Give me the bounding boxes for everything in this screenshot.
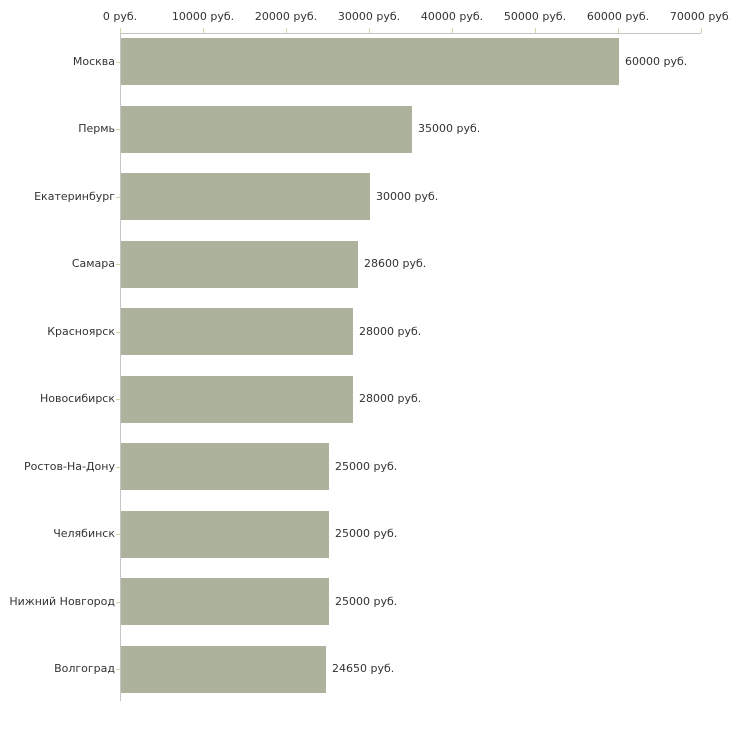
y-axis-tick: [116, 197, 120, 198]
bar: [121, 173, 370, 220]
category-label: Новосибирск: [39, 392, 115, 405]
x-axis-tick-label: 70000 руб.: [669, 10, 730, 23]
x-axis-tick: [452, 28, 453, 33]
x-axis-tick-label: 60000 руб.: [586, 10, 650, 23]
bar: [121, 308, 353, 355]
category-label: Екатеринбург: [34, 190, 115, 203]
y-axis-tick: [116, 399, 120, 400]
x-axis-tick: [618, 28, 619, 33]
x-axis-line: [120, 33, 701, 34]
y-axis-tick: [116, 62, 120, 63]
y-axis-tick: [116, 534, 120, 535]
value-label: 60000 руб.: [625, 55, 688, 68]
x-axis-tick-label: 10000 руб.: [171, 10, 235, 23]
y-axis-tick: [116, 129, 120, 130]
value-label: 28600 руб.: [364, 257, 427, 270]
bar: [121, 376, 353, 423]
category-label: Челябинск: [53, 527, 115, 540]
category-label: Самара: [71, 257, 115, 270]
y-axis-tick: [116, 467, 120, 468]
x-axis-tick: [701, 28, 702, 33]
value-label: 25000 руб.: [335, 527, 398, 540]
x-axis-tick-label: 20000 руб.: [254, 10, 318, 23]
x-axis-tick-label: 50000 руб.: [503, 10, 567, 23]
y-axis-tick: [116, 264, 120, 265]
value-label: 28000 руб.: [359, 325, 422, 338]
category-label: Пермь: [78, 122, 115, 135]
y-axis-line: [120, 33, 121, 701]
value-label: 35000 руб.: [418, 122, 481, 135]
x-axis-tick-label: 0 руб.: [102, 10, 138, 23]
value-label: 28000 руб.: [359, 392, 422, 405]
category-label: Красноярск: [47, 325, 115, 338]
bar: [121, 106, 412, 153]
value-label: 25000 руб.: [335, 460, 398, 473]
category-label: Москва: [72, 55, 115, 68]
x-axis-tick-label: 30000 руб.: [337, 10, 401, 23]
y-axis-tick: [116, 669, 120, 670]
value-label: 24650 руб.: [332, 662, 395, 675]
bar: [121, 578, 329, 625]
value-label: 30000 руб.: [376, 190, 439, 203]
category-label: Нижний Новгород: [9, 595, 115, 608]
bar: [121, 646, 326, 693]
bar: [121, 38, 619, 85]
bar: [121, 241, 358, 288]
y-axis-tick: [116, 332, 120, 333]
category-label: Волгоград: [54, 662, 115, 675]
x-axis-tick: [535, 28, 536, 33]
x-axis-tick-label: 40000 руб.: [420, 10, 484, 23]
x-axis-tick: [120, 28, 121, 33]
category-label: Ростов-На-Дону: [23, 460, 115, 473]
bar: [121, 443, 329, 490]
y-axis-tick: [116, 602, 120, 603]
bar: [121, 511, 329, 558]
x-axis-tick: [369, 28, 370, 33]
x-axis-tick: [286, 28, 287, 33]
value-label: 25000 руб.: [335, 595, 398, 608]
x-axis-tick: [203, 28, 204, 33]
